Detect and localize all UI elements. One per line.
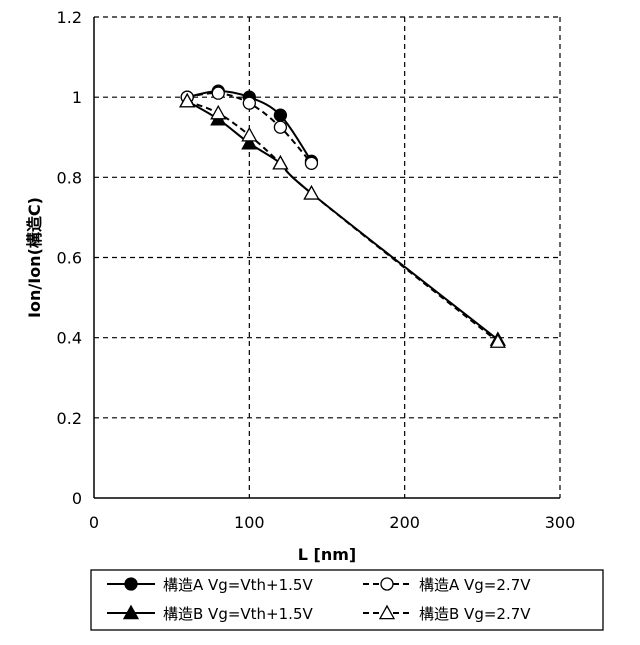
legend-label: 構造A Vg=2.7V bbox=[419, 576, 531, 594]
x-tick-label: 100 bbox=[234, 513, 265, 532]
y-tick-label: 0.6 bbox=[57, 249, 82, 268]
y-tick-label: 0.2 bbox=[57, 409, 82, 428]
data-point bbox=[243, 97, 255, 109]
y-tick-label: 1.2 bbox=[57, 8, 82, 27]
x-tick-label: 200 bbox=[389, 513, 420, 532]
legend-label: 構造B Vg=Vth+1.5V bbox=[163, 605, 313, 623]
y-tick-label: 0.4 bbox=[57, 329, 82, 348]
chart-background bbox=[0, 0, 640, 640]
data-point bbox=[274, 109, 286, 121]
y-axis-title: Ion/Ion(構造C) bbox=[25, 197, 44, 318]
y-tick-label: 1 bbox=[72, 88, 82, 107]
x-tick-label: 300 bbox=[545, 513, 576, 532]
chart: 0 0.2 0.4 0.6 0.8 1 1.2 0 100 200 300 L [nm] Ion/I… bbox=[0, 0, 640, 640]
y-tick-label: 0.8 bbox=[57, 168, 82, 187]
legend-label: 構造A Vg=Vth+1.5V bbox=[163, 576, 313, 594]
data-point bbox=[305, 157, 317, 169]
x-axis-title: L [nm] bbox=[298, 545, 356, 564]
data-point bbox=[274, 121, 286, 133]
legend: 構造A Vg=Vth+1.5V 構造A Vg=2.7V 構造B Vg=Vth+1.5… bbox=[91, 570, 603, 630]
x-tick-label: 0 bbox=[89, 513, 99, 532]
data-point bbox=[212, 87, 224, 99]
legend-label: 構造B Vg=2.7V bbox=[419, 605, 531, 623]
legend-marker bbox=[125, 578, 137, 590]
y-tick-label: 0 bbox=[72, 489, 82, 508]
legend-marker bbox=[381, 578, 393, 590]
chart-svg: 0 0.2 0.4 0.6 0.8 1 1.2 0 100 200 300 L [nm] Ion/I… bbox=[0, 0, 640, 640]
